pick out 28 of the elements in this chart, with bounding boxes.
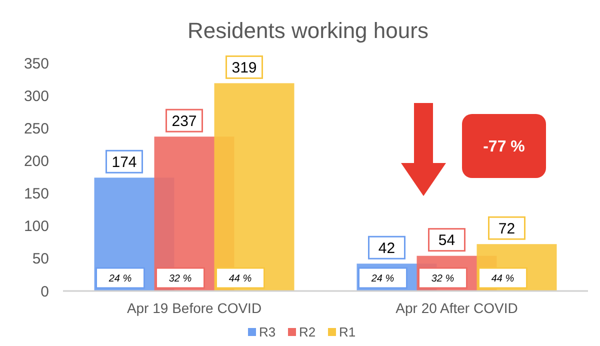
y-tick-label: 300 — [24, 88, 49, 105]
annotation: 24 % — [370, 274, 394, 284]
legend-label: R1 — [339, 324, 356, 340]
y-tick-label: 350 — [24, 55, 49, 72]
legend-label: R2 — [299, 324, 316, 340]
y-tick-label: 150 — [24, 186, 49, 203]
y-tick-label: 100 — [24, 218, 49, 236]
chart-title: Residents working hours — [188, 18, 428, 43]
y-tick-label: 0 — [40, 283, 49, 300]
x-tick-label: Apr 20 After COVID — [396, 300, 518, 316]
data-label: 319 — [232, 59, 257, 76]
data-label: 72 — [498, 220, 516, 238]
annotation: 32 % — [168, 274, 192, 284]
data-label: 54 — [438, 232, 456, 250]
legend-label: R3 — [259, 324, 276, 340]
y-tick-label: 50 — [32, 250, 49, 268]
data-label: 237 — [172, 112, 197, 130]
annotation: -77 % — [483, 138, 525, 156]
data-label: 174 — [112, 154, 137, 171]
annotation: 24 % — [108, 274, 132, 284]
annotation: 32 % — [431, 274, 454, 284]
y-tick-label: 250 — [24, 120, 49, 138]
y-tick-label: 200 — [24, 152, 49, 170]
annotation: 44 % — [228, 274, 252, 284]
bar — [214, 83, 294, 291]
annotation: 44 % — [491, 274, 514, 284]
x-tick-label: Apr 19 Before COVID — [126, 300, 262, 316]
data-label: 42 — [378, 240, 396, 257]
